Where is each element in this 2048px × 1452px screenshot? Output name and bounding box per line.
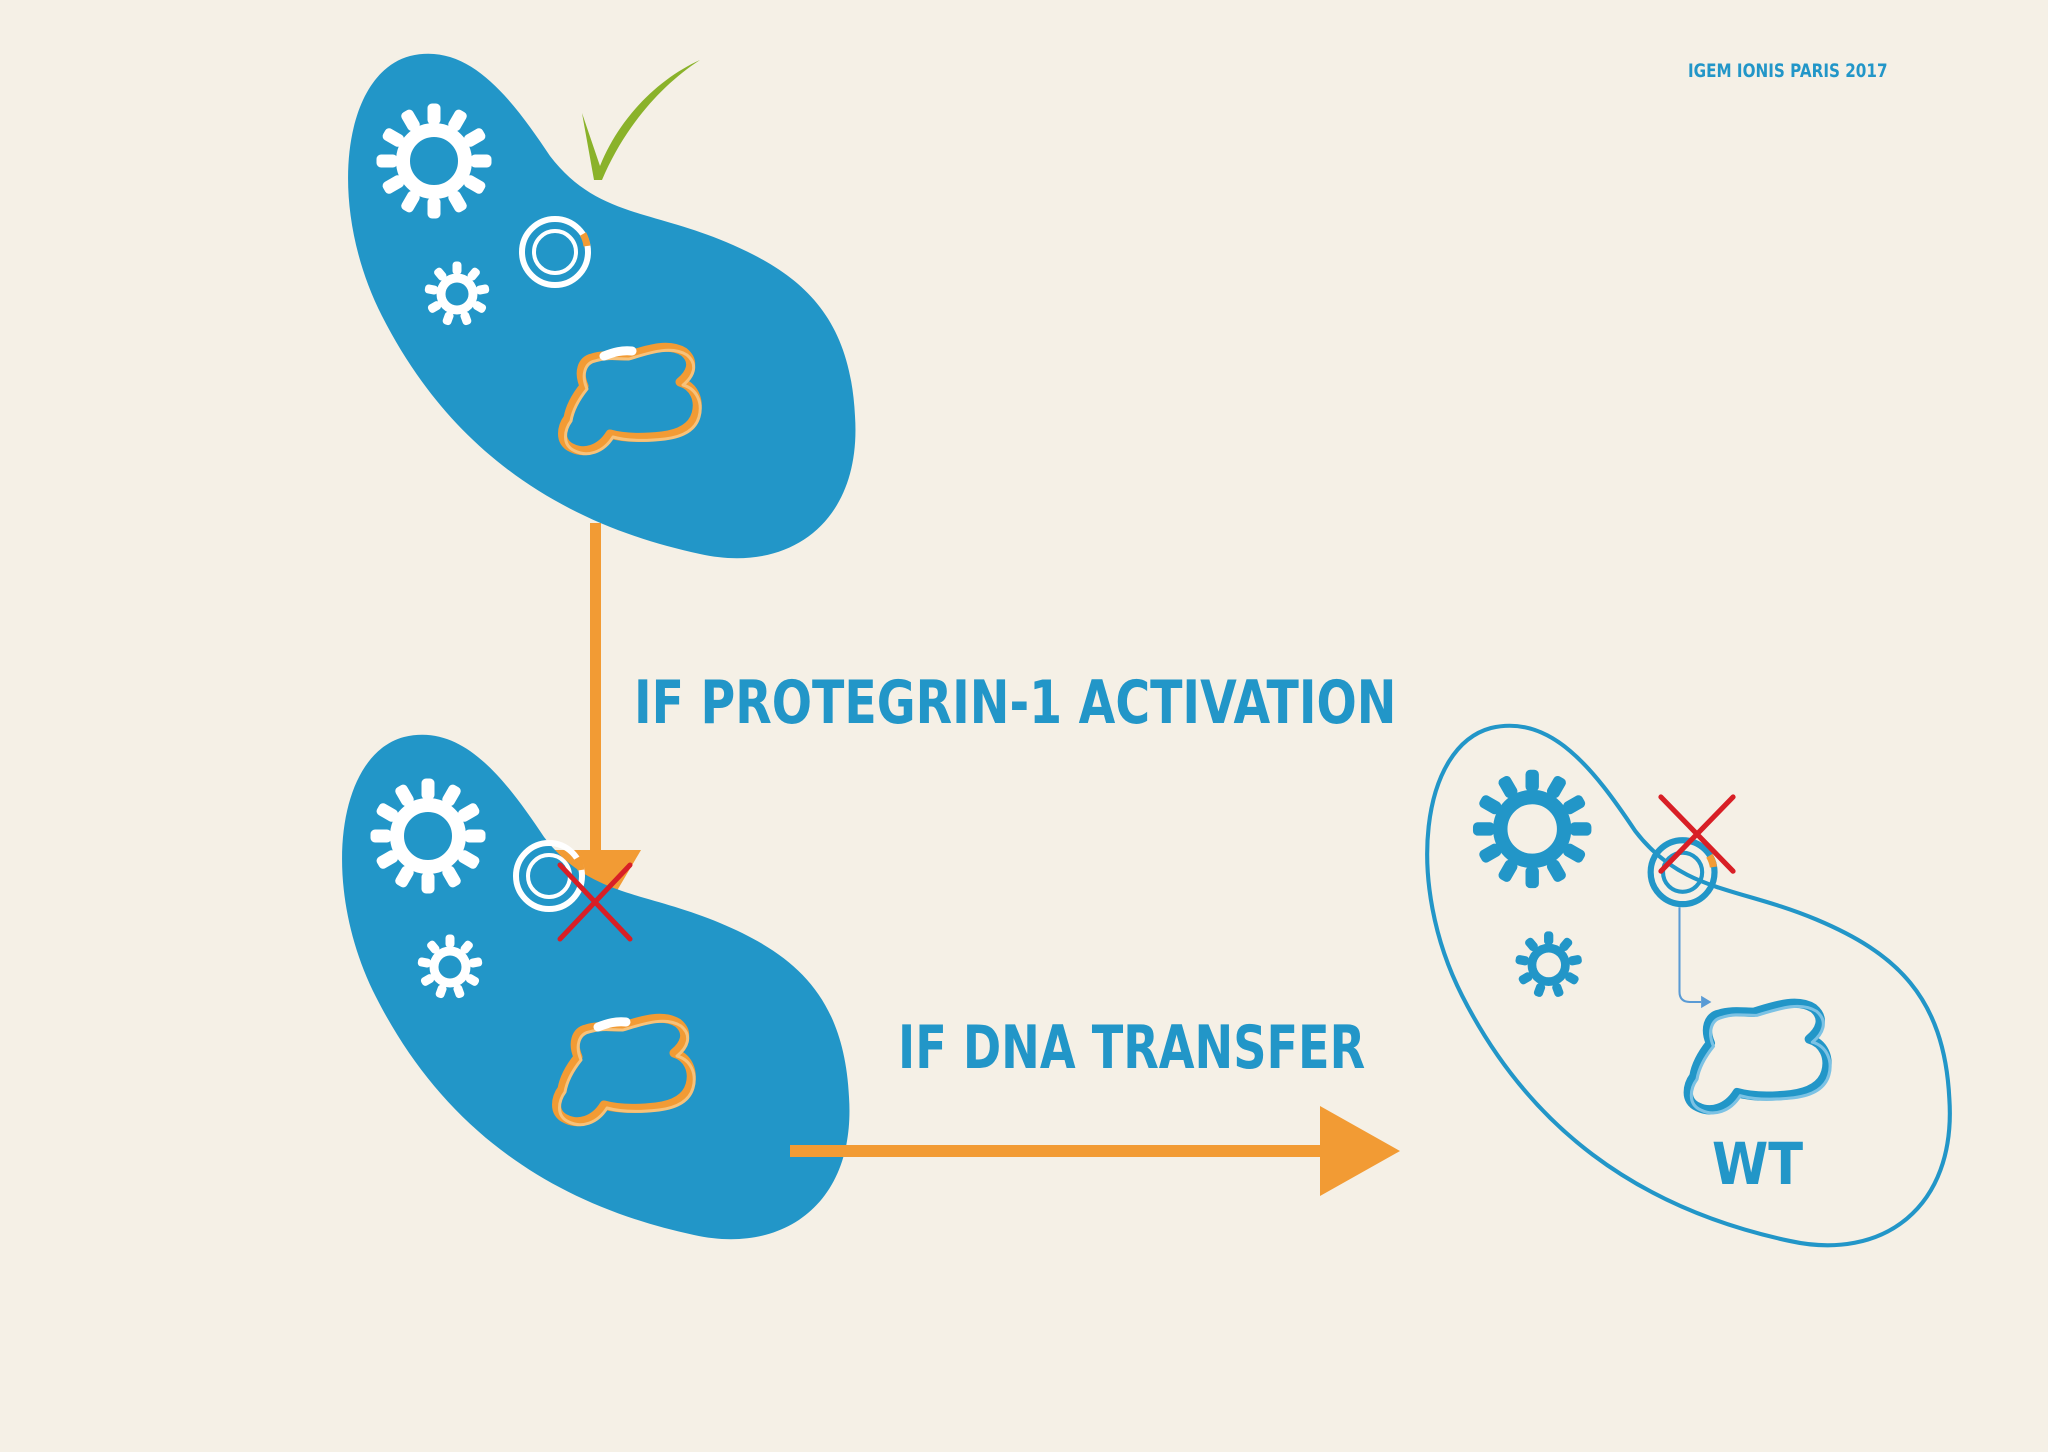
- wild-type-label: WT: [1712, 1130, 1804, 1198]
- protegrin-activation-label: IF PROTEGRIN-1 ACTIVATION: [634, 668, 1397, 738]
- check-icon: [582, 60, 700, 180]
- killed-cell: [342, 734, 850, 1240]
- plasmid-icon: [513, 840, 585, 912]
- dna-transfer-label: IF DNA TRANSFER: [898, 1013, 1366, 1083]
- wild-type-cell: [1427, 726, 1950, 1246]
- engineered-cell: [348, 53, 856, 559]
- gear-icon: [1516, 932, 1582, 997]
- transfer-arrowhead-icon: [1701, 995, 1712, 1009]
- plasmid-icon: [519, 216, 591, 288]
- credit-text: IGEM IONIS PARIS 2017: [1688, 60, 1888, 82]
- cross-icon: [1658, 794, 1736, 874]
- arrow-right: [790, 1106, 1400, 1196]
- chromosome-icon: [563, 347, 702, 456]
- chromosome-icon: [1688, 1003, 1832, 1115]
- cross-icon: [557, 862, 633, 942]
- chromosome-icon: [557, 1018, 696, 1127]
- gear-icon: [1473, 770, 1590, 887]
- transfer-arrow-icon: [1678, 907, 1702, 1004]
